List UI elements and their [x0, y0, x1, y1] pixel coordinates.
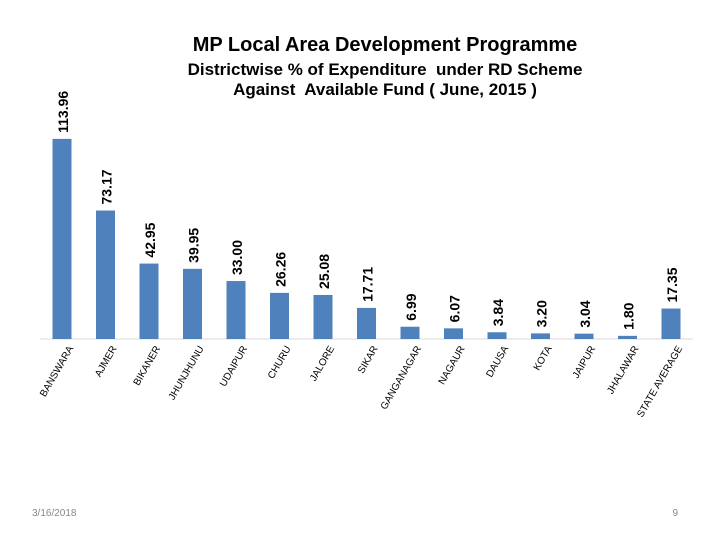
bar-jhalawar: [618, 335, 637, 339]
data-label: 6.99: [403, 293, 419, 320]
category-label: JALORE: [308, 344, 337, 383]
bar-ajmer: [96, 210, 115, 339]
bar-dausa: [487, 332, 507, 339]
category-label: BIKANER: [132, 344, 163, 388]
bar-udaipur: [226, 281, 246, 339]
slide-number: 9: [672, 508, 678, 519]
bar-state-average: [661, 308, 681, 339]
data-label: 3.20: [534, 300, 550, 327]
category-label: JHUNJHUNU: [167, 344, 207, 402]
footer-date: 3/16/2018: [32, 508, 77, 519]
bar-banswara: [52, 138, 72, 339]
category-label: NAGAUR: [437, 344, 468, 387]
data-label: 17.35: [664, 267, 680, 302]
data-label: 3.84: [490, 299, 506, 326]
category-label: JAIPUR: [571, 344, 598, 380]
data-label: 1.80: [621, 302, 637, 329]
data-label: 17.71: [360, 267, 376, 302]
bar-jaipur: [574, 333, 594, 339]
chart-title: MP Local Area Development Programme: [192, 34, 578, 56]
subtitle-line-2: Against Available Fund ( June, 2015 ): [233, 80, 537, 99]
data-label: 73.17: [99, 169, 115, 204]
category-label: DAUSA: [484, 344, 511, 380]
bar-nagaur: [444, 328, 463, 339]
chart-subtitle: Districtwise % of Expenditure under RD S…: [0, 60, 720, 100]
data-label: 26.26: [273, 252, 289, 287]
bar-ganganagar: [400, 326, 420, 339]
category-label: BANSWARA: [38, 344, 76, 399]
category-label: KOTA: [532, 344, 555, 373]
bar-sikar: [357, 307, 376, 339]
data-label: 42.95: [142, 222, 158, 257]
category-label: JHALAWAR: [605, 344, 641, 396]
bar-jhunjhunu: [183, 268, 202, 339]
bar-jalore: [313, 294, 333, 339]
bar-bikaner: [139, 263, 159, 339]
bar-kota: [531, 333, 550, 339]
category-label: CHURU: [266, 344, 294, 381]
bar-churu: [270, 292, 289, 339]
data-label: 25.08: [316, 254, 332, 289]
category-label: SIKAR: [356, 344, 381, 375]
data-label: 6.07: [447, 295, 463, 322]
category-label: UDAIPUR: [218, 344, 250, 388]
data-label: 113.96: [55, 91, 71, 133]
data-label: 33.00: [229, 240, 245, 275]
category-label: STATE AVERAGE: [635, 344, 685, 420]
data-label: 39.95: [186, 228, 202, 263]
data-label: 3.04: [577, 300, 593, 327]
category-label: GANGANAGAR: [379, 344, 424, 412]
subtitle-line-1: Districtwise % of Expenditure under RD S…: [187, 60, 583, 79]
category-label: AJMER: [93, 344, 119, 379]
